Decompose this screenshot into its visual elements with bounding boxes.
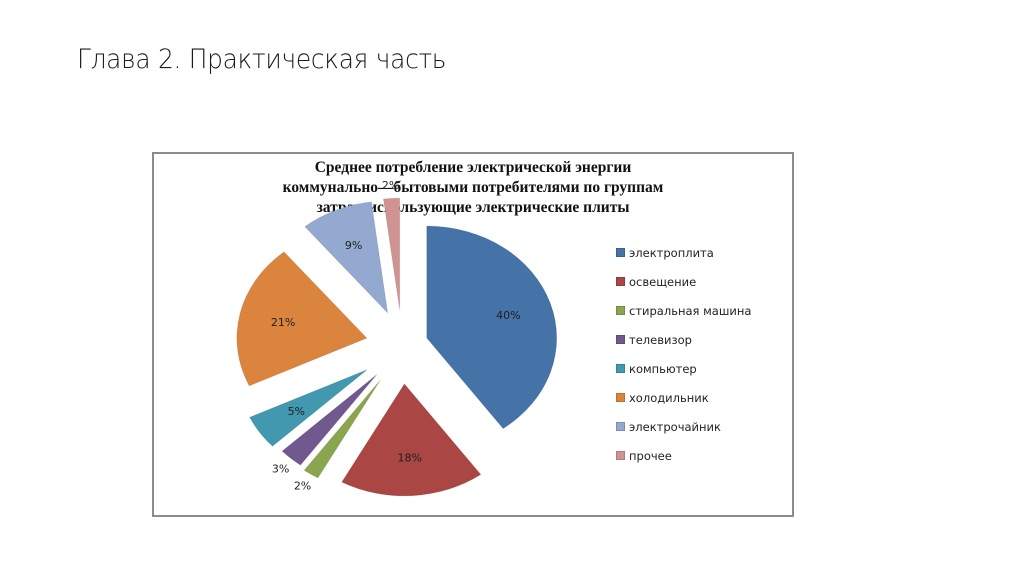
legend-label: холодильник xyxy=(629,390,709,405)
slice-data-label: 9% xyxy=(345,239,362,252)
legend-item: прочее xyxy=(616,441,751,470)
slice-data-label: 40% xyxy=(496,309,520,322)
legend-label: стиральная машина xyxy=(629,303,752,318)
legend-swatch-icon xyxy=(616,277,625,286)
pie-slice-8 xyxy=(382,197,401,311)
slice-data-label: 21% xyxy=(271,316,295,329)
pie-slice-3 xyxy=(303,379,381,479)
slice-data-label: 18% xyxy=(398,452,422,465)
legend-item: освещение xyxy=(616,267,751,296)
pie-slice-4 xyxy=(281,374,378,466)
legend-swatch-icon xyxy=(616,306,625,315)
legend-swatch-icon xyxy=(616,422,625,431)
pie-chart: Среднее потребление электрической энерги… xyxy=(152,152,794,517)
legend-label: электроплита xyxy=(629,245,714,260)
legend-item: стиральная машина xyxy=(616,296,751,325)
legend-label: компьютер xyxy=(629,361,697,376)
legend-swatch-icon xyxy=(616,248,625,257)
legend-swatch-icon xyxy=(616,364,625,373)
chart-title-line-1: Среднее потребление электрической энерги… xyxy=(314,159,632,176)
legend-swatch-icon xyxy=(616,393,625,402)
legend-item: холодильник xyxy=(616,383,751,412)
slice-data-label: 5% xyxy=(288,405,305,418)
legend-label: электрочайник xyxy=(629,419,721,434)
legend-item: электрочайник xyxy=(616,412,751,441)
legend-item: компьютер xyxy=(616,354,751,383)
pie-slice-2 xyxy=(341,383,482,497)
pie-slice-5 xyxy=(248,369,368,447)
slice-data-label: 2% xyxy=(294,480,311,493)
slice-data-label: 3% xyxy=(272,463,289,476)
legend-label: освещение xyxy=(629,274,697,289)
legend-label: прочее xyxy=(629,448,672,463)
pie-plot-area: 40% 18% 2% 3% 5% 21% 9% 2% xyxy=(236,179,558,497)
legend-item: телевизор xyxy=(616,325,751,354)
legend-swatch-icon xyxy=(616,335,625,344)
pie-slice-1 xyxy=(426,225,558,430)
legend-swatch-icon xyxy=(616,451,625,460)
chart-title-line-2: коммунально—бытовыми потребителями по гр… xyxy=(282,179,664,196)
chart-legend: электроплита освещение стиральная машина те… xyxy=(616,238,751,470)
legend-item: электроплита xyxy=(616,238,751,267)
slide-title: Глава 2. Практическая часть xyxy=(77,44,447,75)
pie-slice-6 xyxy=(236,251,368,387)
legend-label: телевизор xyxy=(629,332,692,347)
slice-data-label: 2% xyxy=(382,179,399,192)
pie-slice-7 xyxy=(304,201,389,315)
